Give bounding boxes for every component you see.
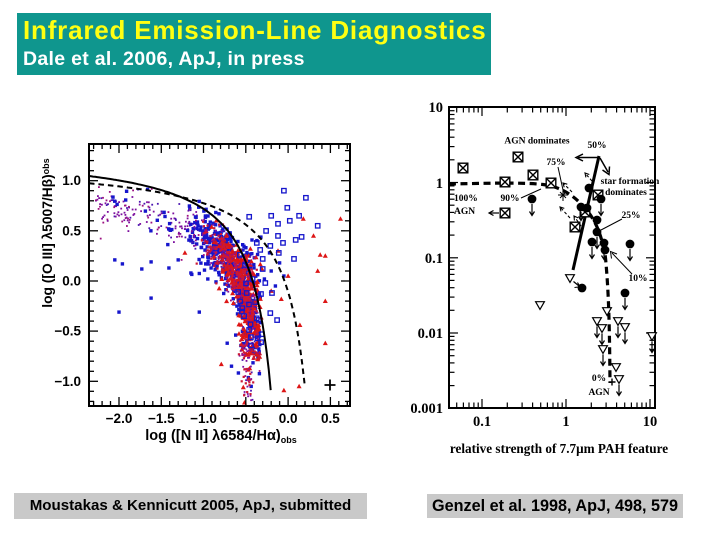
svg-text:75%: 75% (547, 158, 566, 168)
svg-text:−1.0: −1.0 (54, 374, 81, 389)
svg-text:1: 1 (562, 414, 569, 430)
svg-text:1: 1 (436, 176, 443, 192)
svg-text:10: 10 (643, 414, 658, 430)
svg-text:dominates: dominates (605, 188, 647, 198)
svg-text:0.0: 0.0 (279, 411, 298, 426)
svg-text:−0.5: −0.5 (232, 411, 259, 426)
svg-text:AGN: AGN (454, 207, 475, 217)
svg-text:0.0: 0.0 (62, 274, 81, 289)
svg-text:10%: 10% (629, 274, 648, 284)
svg-text:0.001: 0.001 (410, 401, 443, 417)
svg-text:0.5: 0.5 (62, 223, 81, 238)
svg-text:0%: 0% (592, 374, 606, 384)
svg-text:log ([O III] λ5007/Hβ)obs: log ([O III] λ5007/Hβ)obs (40, 158, 55, 307)
svg-text:100%: 100% (454, 194, 478, 204)
svg-text:0.5: 0.5 (321, 411, 340, 426)
svg-text:−2.0: −2.0 (106, 411, 133, 426)
svg-text:AGN: AGN (588, 388, 609, 398)
svg-text:50%: 50% (588, 141, 607, 151)
svg-text:−1.5: −1.5 (148, 411, 175, 426)
svg-text:10: 10 (429, 100, 444, 116)
svg-text:AGN dominates: AGN dominates (504, 137, 569, 147)
svg-text:1.0: 1.0 (62, 173, 81, 188)
svg-text:0.1: 0.1 (473, 414, 491, 430)
svg-text:0.01: 0.01 (418, 326, 443, 342)
svg-text:star formation: star formation (601, 177, 660, 187)
svg-text:−0.5: −0.5 (54, 324, 81, 339)
svg-text:25%: 25% (622, 211, 641, 221)
svg-text:log ([N II] λ6584/Hα)obs: log ([N II] λ6584/Hα)obs (145, 428, 296, 445)
svg-text:0.1: 0.1 (425, 251, 443, 267)
svg-text:relative strength of 7.7μm PAH: relative strength of 7.7μm PAH feature (450, 441, 668, 456)
svg-text:−1.0: −1.0 (190, 411, 217, 426)
svg-text:90%: 90% (501, 194, 520, 204)
